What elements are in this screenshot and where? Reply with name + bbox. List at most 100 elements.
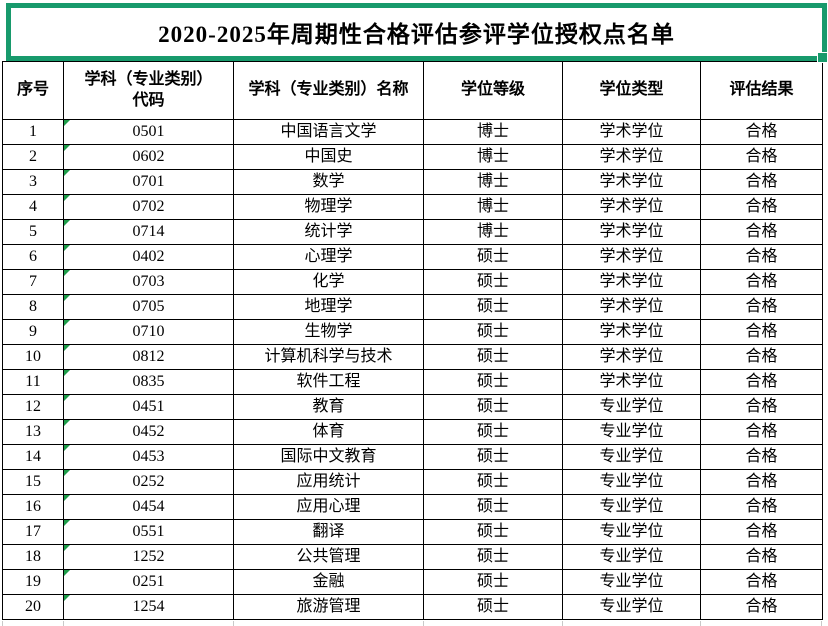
result-cell[interactable]: 合格 [700, 144, 823, 170]
name-cell[interactable]: 数学 [233, 169, 424, 195]
name-cell[interactable]: 生物学 [233, 319, 424, 345]
name-cell[interactable]: 金融 [233, 569, 424, 595]
row-number-cell[interactable]: 19 [2, 569, 64, 595]
header-subject-name[interactable]: 学科（专业类别）名称 [233, 61, 424, 120]
result-cell[interactable]: 合格 [700, 119, 823, 145]
name-cell[interactable]: 化学 [233, 269, 424, 295]
type-cell[interactable]: 学术学位 [562, 344, 701, 370]
result-cell[interactable]: 合格 [700, 469, 823, 495]
row-number-cell[interactable]: 5 [2, 219, 64, 245]
type-cell[interactable]: 专业学位 [562, 569, 701, 595]
code-cell[interactable]: 0702 [63, 194, 234, 220]
row-number-cell[interactable]: 4 [2, 194, 64, 220]
level-cell[interactable]: 硕士 [423, 519, 563, 545]
result-cell[interactable]: 合格 [700, 244, 823, 270]
code-cell[interactable]: 0251 [63, 569, 234, 595]
type-cell[interactable]: 学术学位 [562, 144, 701, 170]
row-number-cell[interactable]: 14 [2, 444, 64, 470]
name-cell[interactable]: 翻译 [233, 519, 424, 545]
code-cell[interactable]: 0252 [63, 469, 234, 495]
type-cell[interactable]: 专业学位 [562, 544, 701, 570]
level-cell[interactable]: 硕士 [423, 544, 563, 570]
code-cell[interactable]: 1252 [63, 544, 234, 570]
row-number-cell[interactable]: 6 [2, 244, 64, 270]
result-cell[interactable]: 合格 [700, 544, 823, 570]
name-cell[interactable]: 国际中文教育 [233, 444, 424, 470]
level-cell[interactable]: 硕士 [423, 319, 563, 345]
type-cell[interactable]: 学术学位 [562, 369, 701, 395]
result-cell[interactable]: 合格 [700, 269, 823, 295]
type-cell[interactable]: 专业学位 [562, 469, 701, 495]
name-cell[interactable]: 软件工程 [233, 369, 424, 395]
level-cell[interactable]: 博士 [423, 194, 563, 220]
level-cell[interactable]: 博士 [423, 119, 563, 145]
level-cell[interactable]: 博士 [423, 219, 563, 245]
type-cell[interactable]: 学术学位 [562, 219, 701, 245]
type-cell[interactable]: 专业学位 [562, 594, 701, 620]
row-number-cell[interactable]: 10 [2, 344, 64, 370]
code-cell[interactable]: 0454 [63, 494, 234, 520]
level-cell[interactable]: 硕士 [423, 394, 563, 420]
result-cell[interactable]: 合格 [700, 319, 823, 345]
row-number-cell[interactable]: 17 [2, 519, 64, 545]
row-number-cell[interactable]: 18 [2, 544, 64, 570]
name-cell[interactable]: 物理学 [233, 194, 424, 220]
result-cell[interactable]: 合格 [700, 519, 823, 545]
row-number-cell[interactable]: 2 [2, 144, 64, 170]
name-cell[interactable]: 计算机科学与技术 [233, 344, 424, 370]
header-degree-type[interactable]: 学位类型 [562, 61, 701, 120]
result-cell[interactable]: 合格 [700, 219, 823, 245]
name-cell[interactable]: 旅游管理 [233, 594, 424, 620]
name-cell[interactable]: 中国史 [233, 144, 424, 170]
name-cell[interactable]: 心理学 [233, 244, 424, 270]
name-cell[interactable]: 应用统计 [233, 469, 424, 495]
name-cell[interactable]: 体育 [233, 419, 424, 445]
type-cell[interactable]: 专业学位 [562, 494, 701, 520]
row-number-cell[interactable]: 9 [2, 319, 64, 345]
result-cell[interactable]: 合格 [700, 169, 823, 195]
code-cell[interactable]: 0714 [63, 219, 234, 245]
type-cell[interactable]: 学术学位 [562, 269, 701, 295]
result-cell[interactable]: 合格 [700, 344, 823, 370]
type-cell[interactable]: 学术学位 [562, 319, 701, 345]
name-cell[interactable]: 中国语言文学 [233, 119, 424, 145]
level-cell[interactable]: 硕士 [423, 344, 563, 370]
code-cell[interactable]: 0705 [63, 294, 234, 320]
code-cell[interactable]: 0703 [63, 269, 234, 295]
type-cell[interactable]: 专业学位 [562, 419, 701, 445]
level-cell[interactable]: 硕士 [423, 594, 563, 620]
code-cell[interactable]: 0452 [63, 419, 234, 445]
header-degree-level[interactable]: 学位等级 [423, 61, 563, 120]
result-cell[interactable]: 合格 [700, 194, 823, 220]
name-cell[interactable]: 公共管理 [233, 544, 424, 570]
result-cell[interactable]: 合格 [700, 369, 823, 395]
level-cell[interactable]: 硕士 [423, 444, 563, 470]
code-cell[interactable]: 0501 [63, 119, 234, 145]
level-cell[interactable]: 硕士 [423, 494, 563, 520]
row-number-cell[interactable]: 15 [2, 469, 64, 495]
code-cell[interactable]: 0453 [63, 444, 234, 470]
code-cell[interactable]: 0451 [63, 394, 234, 420]
row-number-cell[interactable]: 20 [2, 594, 64, 620]
result-cell[interactable]: 合格 [700, 569, 823, 595]
type-cell[interactable]: 专业学位 [562, 394, 701, 420]
code-cell[interactable]: 0551 [63, 519, 234, 545]
name-cell[interactable]: 教育 [233, 394, 424, 420]
type-cell[interactable]: 学术学位 [562, 244, 701, 270]
type-cell[interactable]: 专业学位 [562, 519, 701, 545]
level-cell[interactable]: 博士 [423, 169, 563, 195]
code-cell[interactable]: 0602 [63, 144, 234, 170]
result-cell[interactable]: 合格 [700, 394, 823, 420]
type-cell[interactable]: 学术学位 [562, 119, 701, 145]
row-number-cell[interactable]: 8 [2, 294, 64, 320]
row-number-cell[interactable]: 3 [2, 169, 64, 195]
type-cell[interactable]: 学术学位 [562, 294, 701, 320]
name-cell[interactable]: 统计学 [233, 219, 424, 245]
result-cell[interactable]: 合格 [700, 419, 823, 445]
level-cell[interactable]: 硕士 [423, 294, 563, 320]
level-cell[interactable]: 硕士 [423, 469, 563, 495]
row-number-cell[interactable]: 13 [2, 419, 64, 445]
code-cell[interactable]: 1254 [63, 594, 234, 620]
title-cell-selection[interactable]: 2020-2025年周期性合格评估参评学位授权点名单 [6, 3, 828, 63]
type-cell[interactable]: 学术学位 [562, 194, 701, 220]
